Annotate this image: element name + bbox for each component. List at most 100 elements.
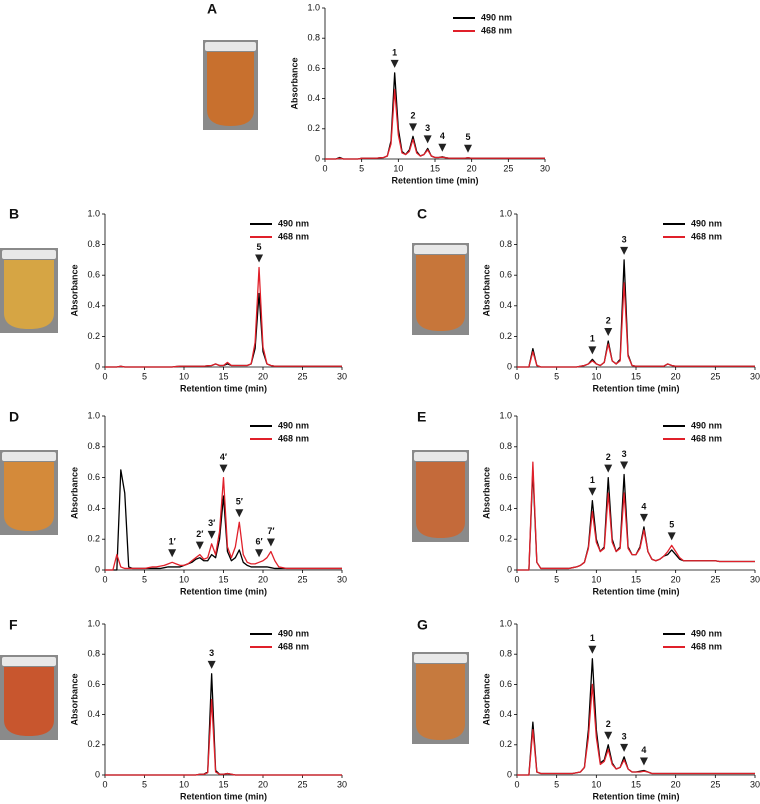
y-tick-label: 0.2 <box>499 331 512 341</box>
y-axis-title: Absorbance <box>69 467 79 519</box>
vial-liquid <box>207 52 254 126</box>
x-tick-label: 0 <box>514 779 519 789</box>
y-tick-label: 0.2 <box>499 534 512 544</box>
vial-photo <box>0 655 58 740</box>
y-tick-label: 1.0 <box>87 618 100 628</box>
x-tick-label: 15 <box>430 163 440 173</box>
peak-arrow <box>207 530 216 539</box>
legend-label: 490 nm <box>691 628 722 638</box>
x-tick-label: 5 <box>554 371 559 381</box>
y-tick-label: 0.4 <box>87 503 100 513</box>
vial-cap <box>2 452 56 461</box>
x-tick-label: 30 <box>337 779 347 789</box>
peak-arrow <box>588 346 597 355</box>
peak-label: 5 <box>669 520 674 530</box>
panel-letter: G <box>417 617 428 633</box>
vial-liquid <box>416 462 465 538</box>
peak-arrow <box>639 513 648 522</box>
x-tick-label: 10 <box>591 574 601 584</box>
peak-arrow <box>588 487 597 496</box>
peak-label: 4 <box>641 501 646 511</box>
x-axis-title: Retention time (min) <box>180 383 267 393</box>
peak-label: 3 <box>622 234 627 244</box>
peak-label: 2 <box>606 452 611 462</box>
y-tick-label: 1.0 <box>307 2 320 12</box>
vial-liquid <box>416 255 465 331</box>
y-tick-label: 0.4 <box>87 300 100 310</box>
vial-cap <box>414 245 467 254</box>
peak-label: 2 <box>606 315 611 325</box>
legend-label: 468 nm <box>278 433 309 443</box>
panel-letter: A <box>207 1 217 17</box>
legend-label: 490 nm <box>481 12 512 22</box>
panel-letter: D <box>9 409 19 425</box>
legend-label: 468 nm <box>691 231 722 241</box>
x-tick-label: 15 <box>218 574 228 584</box>
y-tick-label: 0.8 <box>87 239 100 249</box>
y-tick-label: 0.4 <box>499 709 512 719</box>
x-tick-label: 10 <box>393 163 403 173</box>
y-tick-label: 0 <box>507 564 512 574</box>
x-tick-label: 25 <box>710 371 720 381</box>
peak-label: 5 <box>465 132 470 142</box>
x-tick-label: 10 <box>591 779 601 789</box>
y-tick-label: 0.6 <box>307 63 320 73</box>
series-line <box>517 683 755 776</box>
peak-label: 1 <box>590 475 595 485</box>
panel-letter: E <box>417 409 426 425</box>
vial-photo <box>412 243 469 335</box>
peak-arrow <box>390 59 399 68</box>
vial-cap <box>2 657 56 666</box>
legend-label: 468 nm <box>481 25 512 35</box>
peak-arrow <box>255 254 264 263</box>
x-tick-label: 20 <box>671 779 681 789</box>
x-axis-title: Retention time (min) <box>180 586 267 596</box>
peak-label: 5 <box>257 242 262 252</box>
x-tick-label: 10 <box>179 371 189 381</box>
x-tick-label: 0 <box>102 779 107 789</box>
peak-arrow <box>219 464 228 473</box>
y-tick-label: 0 <box>315 153 320 163</box>
y-tick-label: 0.6 <box>87 270 100 280</box>
legend-label: 468 nm <box>691 433 722 443</box>
y-axis-title: Absorbance <box>481 467 491 519</box>
x-axis-title: Retention time (min) <box>593 383 680 393</box>
y-tick-label: 0.8 <box>87 441 100 451</box>
peak-arrow <box>464 144 472 153</box>
y-axis-title: Absorbance <box>69 673 79 725</box>
peak-label: 3 <box>622 731 627 741</box>
vial-photo <box>412 450 469 542</box>
y-tick-label: 0 <box>507 361 512 371</box>
x-tick-label: 30 <box>750 371 760 381</box>
x-tick-label: 5 <box>554 779 559 789</box>
y-tick-label: 0.8 <box>499 441 512 451</box>
x-tick-label: 5 <box>359 163 364 173</box>
y-tick-label: 1.0 <box>499 208 512 218</box>
legend-label: 468 nm <box>278 641 309 651</box>
series-line <box>105 673 342 776</box>
vial-liquid <box>416 664 465 740</box>
x-tick-label: 30 <box>337 574 347 584</box>
x-tick-label: 25 <box>297 779 307 789</box>
x-tick-label: 25 <box>710 574 720 584</box>
x-tick-label: 25 <box>503 163 513 173</box>
peak-label: 6′ <box>255 537 262 547</box>
x-tick-label: 0 <box>514 574 519 584</box>
y-tick-label: 0.4 <box>87 709 100 719</box>
peak-label: 3 <box>209 648 214 658</box>
y-tick-label: 0 <box>95 564 100 574</box>
x-tick-label: 15 <box>631 574 641 584</box>
y-axis-title: Absorbance <box>69 264 79 316</box>
x-tick-label: 10 <box>591 371 601 381</box>
y-tick-label: 0.6 <box>499 472 512 482</box>
series-line <box>105 292 342 368</box>
panel-letter: F <box>9 617 18 633</box>
y-tick-label: 0.6 <box>87 472 100 482</box>
legend-label: 468 nm <box>691 641 722 651</box>
peak-label: 4′ <box>220 452 227 462</box>
peak-label: 3 <box>622 449 627 459</box>
x-tick-label: 15 <box>218 779 228 789</box>
peak-label: 1 <box>590 334 595 344</box>
peak-arrow <box>620 743 629 752</box>
